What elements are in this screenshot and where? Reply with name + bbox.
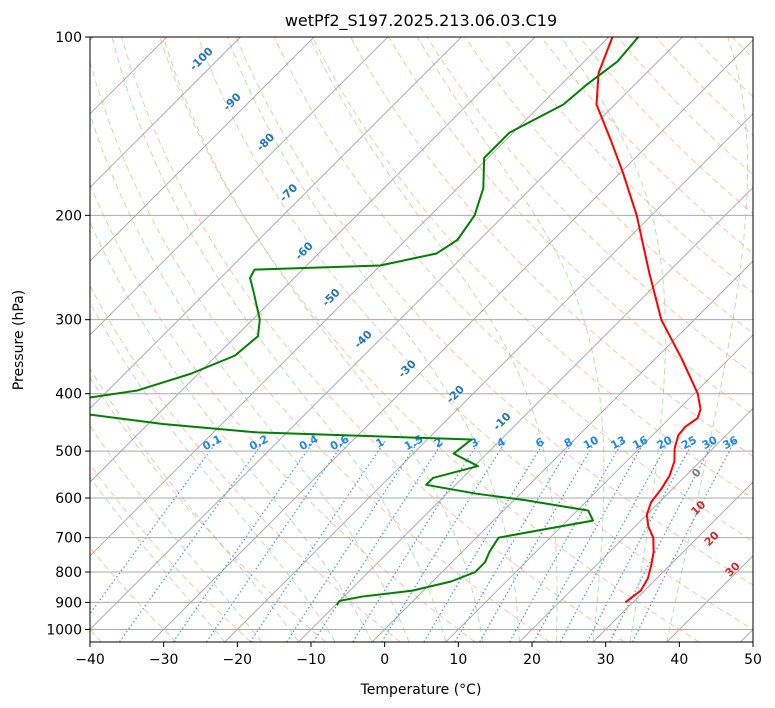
mixing-ratio-lines	[90, 440, 736, 642]
x-tick-label: 0	[380, 652, 389, 668]
dry-adiabat-line	[90, 60, 551, 642]
dry-adiabat-line	[197, 37, 753, 631]
mixing-ratio-line	[286, 440, 420, 642]
moist-adiabat-line	[90, 424, 263, 642]
mixing-ratio-line	[119, 440, 265, 642]
mixing-ratio-label: 10	[581, 433, 601, 452]
moist-adiabat-line	[308, 37, 558, 642]
dewpoint-profile-line	[90, 37, 640, 606]
isotherm-line	[90, 37, 315, 262]
moist-adiabat-line	[90, 476, 226, 642]
isotherm-line	[90, 37, 536, 483]
y-axis-label: Pressure (hPa)	[11, 290, 27, 390]
dry-adiabat-line	[90, 463, 252, 642]
isotherm-line	[90, 37, 610, 557]
x-tick-label: −10	[296, 652, 326, 668]
x-tick-label: −20	[223, 652, 253, 668]
moist-adiabat-line	[226, 37, 520, 642]
temperature-profile-line	[595, 37, 702, 604]
mixing-ratio-line	[172, 440, 315, 642]
y-tick-label: 900	[55, 595, 82, 611]
mixing-ratio-line	[632, 440, 736, 642]
mixing-ratio-line	[533, 440, 646, 642]
moist-adiabat-line	[560, 37, 666, 642]
moist-adiabat-line	[162, 37, 484, 642]
mixing-ratio-line	[249, 440, 386, 642]
moist-adiabat-line	[90, 220, 373, 642]
dry-adiabat-line	[121, 37, 625, 642]
y-axis-ticks: 100 200 300 400 500 600 700 800 900 1000	[46, 30, 90, 638]
y-tick-label: 100	[55, 30, 82, 46]
isotherm-line	[298, 186, 753, 642]
isotherm-line	[592, 481, 753, 642]
x-tick-label: 30	[597, 652, 615, 668]
dry-adiabats	[90, 37, 753, 642]
mixing-ratio-line	[559, 440, 670, 642]
y-tick-label: 800	[55, 565, 82, 581]
plot-frame	[89, 36, 754, 643]
isotherm-line	[371, 260, 753, 642]
isotherm-line	[90, 37, 241, 189]
x-tick-label: 10	[449, 652, 467, 668]
dry-adiabat-line	[502, 37, 753, 294]
mixing-ratio-line	[509, 440, 624, 642]
mixing-ratio-label: 20	[655, 433, 675, 452]
dry-adiabat-line	[235, 37, 753, 586]
y-tick-label: 200	[55, 208, 82, 224]
dry-adiabat-line	[311, 37, 753, 500]
y-tick-label: 700	[55, 531, 82, 547]
dry-adiabat-line	[90, 376, 326, 642]
mixing-ratio-label: 36	[721, 433, 741, 452]
isotherm-line	[519, 407, 753, 642]
x-tick-label: 20	[523, 652, 541, 668]
sounding-series	[90, 37, 702, 606]
moist-adiabats	[90, 37, 749, 642]
y-tick-label: 600	[55, 491, 82, 507]
y-tick-label: 400	[55, 387, 82, 403]
mixing-ratio-line	[205, 440, 346, 642]
y-tick-label: 300	[55, 313, 82, 329]
isotherm-line	[90, 37, 462, 410]
isotherm-line	[90, 37, 389, 336]
x-axis-ticks: −40 −30 −20 −10 0 10 20 30 40 50	[75, 642, 762, 668]
dry-adiabat-line	[159, 37, 700, 642]
chart-title: wetPf2_S197.2025.213.06.03.C19	[285, 11, 557, 31]
mixing-ratio-line	[313, 440, 445, 642]
mixing-ratio-label: 30	[700, 433, 720, 452]
moist-adiabat-line	[666, 37, 749, 642]
moist-adiabat-line	[90, 112, 410, 642]
y-tick-label: 500	[55, 444, 82, 460]
plot-area: -100-90-80-70-60-50-40-30-20-100.1 0.2 0.4…	[90, 37, 753, 642]
mixing-ratio-label: 16	[631, 433, 651, 452]
pressure-grid	[90, 37, 753, 630]
isotherm-line	[150, 39, 753, 642]
moist-adiabat-line	[111, 37, 447, 642]
isotherm-line	[445, 334, 753, 642]
x-axis-label: Temperature (°C)	[360, 682, 482, 698]
mixing-ratio-line	[423, 440, 546, 642]
moist-adiabat-line	[416, 37, 605, 642]
x-tick-label: −40	[75, 652, 105, 668]
mixing-ratio-line	[90, 440, 219, 615]
x-tick-label: −30	[149, 652, 179, 668]
moist-adiabat-line	[90, 301, 336, 642]
dry-adiabat-line	[273, 37, 753, 543]
isotherm-line	[224, 113, 753, 642]
mixing-ratio-line	[454, 440, 574, 642]
y-tick-label: 1000	[46, 622, 82, 638]
mixing-ratio-label: 13	[609, 433, 629, 452]
x-tick-label: 40	[670, 652, 688, 668]
isotherm-grid	[90, 37, 753, 642]
isotherm-line	[90, 37, 683, 631]
mixing-ratio-label: 25	[679, 433, 699, 452]
mixing-ratio-line	[352, 440, 481, 642]
x-tick-label: 50	[744, 652, 762, 668]
